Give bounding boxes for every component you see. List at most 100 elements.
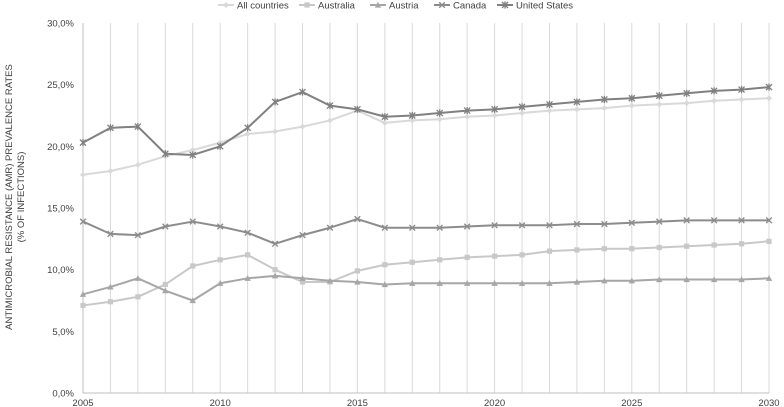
point-united-states-2005 [79,139,87,147]
point-united-states-2013 [299,88,306,96]
legend-marker-australia [304,2,310,8]
legend-item-austria[interactable]: Austria [370,1,419,12]
x-tick-label-2005: 2005 [72,398,93,407]
point-united-states-2012 [271,98,279,106]
point-all-countries-2016 [381,119,388,126]
point-all-countries-2013 [299,123,306,130]
point-all-countries-2029 [738,96,745,103]
point-united-states-2015 [353,105,361,113]
point-canada-2030 [765,217,773,224]
point-australia-2009 [190,263,196,269]
point-austria-2022 [546,280,553,286]
legend-item-united-states[interactable]: United States [497,1,573,12]
point-austria-2006 [107,283,114,290]
legend-label-austria: Austria [389,1,419,12]
point-canada-2005 [79,218,87,225]
point-canada-2018 [436,224,444,232]
legend-item-australia[interactable]: Australia [299,1,356,12]
point-canada-2009 [189,218,197,225]
y-axis-ticks: 0,0% 5,0% 10,0% 15,0% 20,0% 25,0% 30,0% [47,19,74,400]
point-all-countries-2005 [80,171,86,178]
series-line-canada [82,218,769,245]
point-australia-2022 [546,248,553,254]
series-line-all-countries [82,97,770,176]
point-australia-2010 [217,257,223,263]
point-austria-2029 [738,276,745,283]
legend-label-united-states: United States [516,1,573,12]
point-austria-2008 [162,287,169,294]
point-canada-2022 [546,221,553,229]
point-australia-2013 [299,279,306,285]
point-united-states-2028 [710,87,718,95]
point-all-countries-2006 [107,168,114,174]
legend-item-canada[interactable]: Canada [434,1,487,12]
point-all-countries-2022 [546,107,553,114]
series-all-countries [80,95,772,178]
point-austria-2016 [381,281,389,288]
series-united-states [79,83,773,159]
y-tick-label-10: 10,0% [47,265,74,276]
point-austria-2024 [601,277,608,284]
point-canada-2006 [107,230,114,238]
point-australia-2024 [601,246,607,252]
point-australia-2029 [738,241,745,247]
point-united-states-2021 [518,103,526,111]
point-united-states-2011 [244,124,252,132]
point-canada-2026 [655,218,663,225]
point-united-states-2024 [600,95,608,104]
point-canada-2028 [710,217,718,224]
point-united-states-2010 [216,142,224,150]
point-all-countries-2026 [656,101,663,108]
point-united-states-2007 [134,123,142,131]
legend-marker-canada [438,1,446,9]
legend[interactable]: All countries Australia Austria Canada Unite… [218,1,573,12]
point-united-states-2026 [655,92,663,100]
point-canada-2015 [354,215,361,223]
x-tick-label-2015: 2015 [347,398,368,407]
point-all-countries-2014 [326,117,333,124]
point-canada-2008 [162,223,169,230]
point-canada-2016 [381,224,389,232]
point-australia-2015 [354,268,360,274]
series-australia [80,238,772,309]
point-united-states-2018 [436,109,444,117]
point-australia-2023 [574,247,580,253]
point-all-countries-2017 [409,117,416,124]
point-australia-2012 [272,267,278,273]
point-austria-2027 [683,276,690,283]
point-united-states-2020 [491,105,499,113]
point-austria-2014 [326,277,334,284]
x-axis-ticks: 2005 2010 2015 2020 2025 2030 [72,398,779,407]
point-all-countries-2027 [683,100,690,107]
point-united-states-2027 [683,89,691,97]
point-austria-2005 [79,291,87,297]
point-australia-2008 [162,281,168,288]
legend-marker-austria [374,1,382,8]
legend-item-all-countries[interactable]: All countries [218,1,289,12]
x-tick-label-2020: 2020 [484,398,505,407]
series-austria [79,272,773,304]
point-canada-2014 [326,224,334,232]
point-australia-2005 [80,302,86,309]
point-all-countries-2024 [601,105,608,112]
point-austria-2017 [409,280,416,286]
point-all-countries-2021 [519,110,526,117]
point-all-countries-2030 [766,95,772,102]
point-canada-2010 [216,223,224,230]
point-austria-2010 [217,280,224,286]
point-united-states-2009 [189,151,197,159]
series-line-australia [82,240,770,307]
point-australia-2027 [684,243,690,249]
point-australia-2021 [519,252,525,258]
point-united-states-2017 [408,111,416,120]
point-all-countries-2025 [628,102,635,109]
point-austria-2007 [134,275,142,281]
point-australia-2006 [107,299,114,305]
point-all-countries-2028 [711,97,718,104]
point-all-countries-2023 [573,106,580,113]
series-line-united-states [82,86,770,156]
point-austria-2009 [189,297,196,304]
point-canada-2017 [408,224,416,232]
point-canada-2027 [683,217,690,224]
